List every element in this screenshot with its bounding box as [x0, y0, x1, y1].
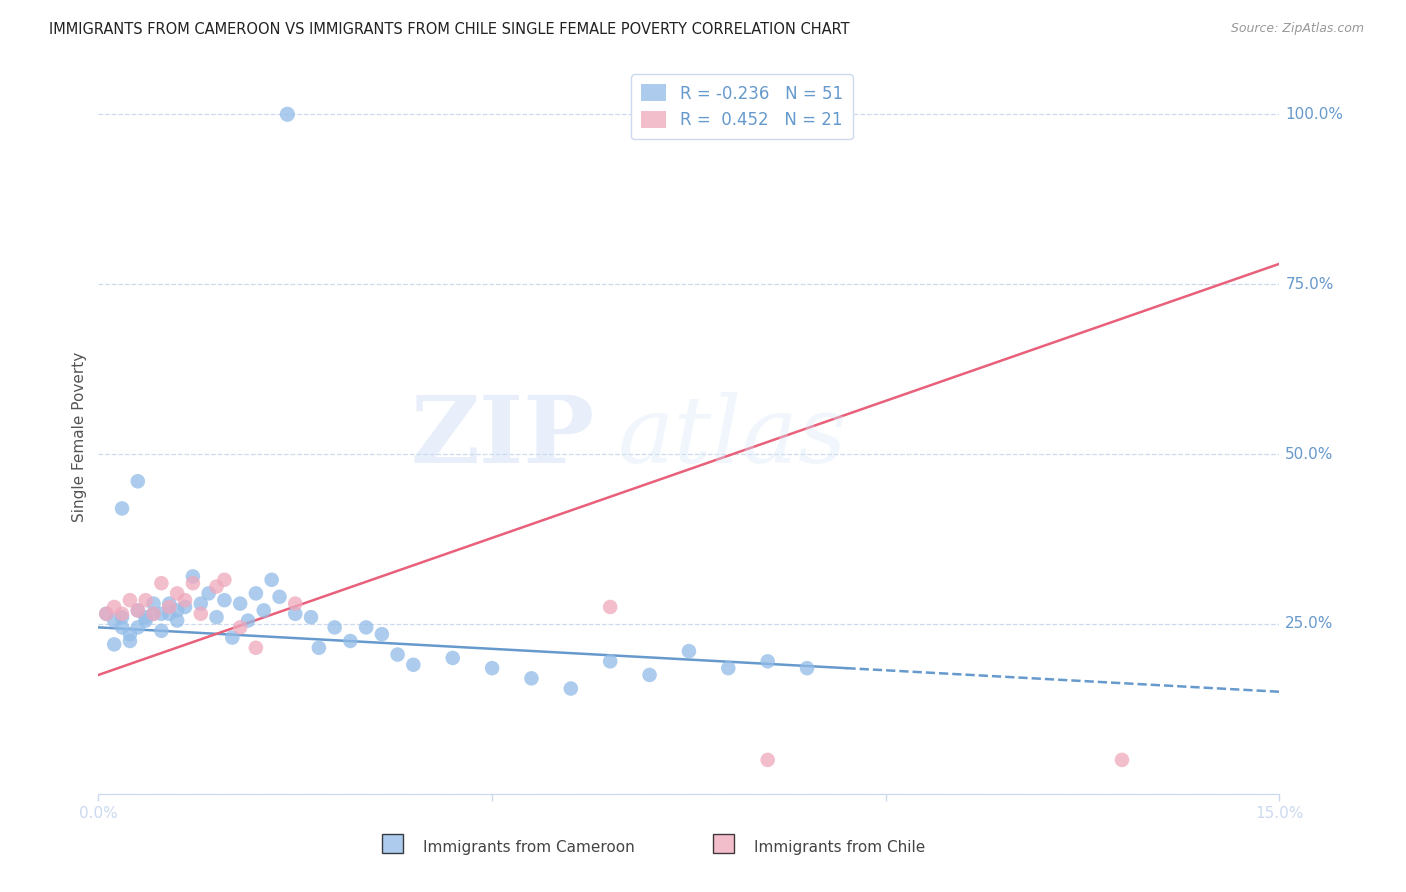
- Point: [276, 107, 298, 121]
- Point: [599, 654, 621, 668]
- Point: [135, 614, 157, 628]
- Point: [103, 637, 125, 651]
- Point: [111, 620, 134, 634]
- Point: [756, 753, 779, 767]
- Text: 75.0%: 75.0%: [1285, 277, 1334, 292]
- FancyBboxPatch shape: [382, 834, 404, 853]
- Point: [127, 620, 149, 634]
- Point: [142, 607, 165, 621]
- Point: [402, 657, 425, 672]
- Point: [269, 590, 291, 604]
- Point: [111, 607, 134, 621]
- Point: [253, 603, 276, 617]
- Point: [190, 597, 212, 611]
- Point: [678, 644, 700, 658]
- Point: [96, 607, 118, 621]
- Point: [236, 614, 259, 628]
- Point: [371, 627, 394, 641]
- Point: [214, 593, 236, 607]
- Point: [214, 573, 236, 587]
- Point: [205, 580, 228, 594]
- Point: [520, 671, 543, 685]
- Point: [717, 661, 740, 675]
- Point: [756, 654, 779, 668]
- Point: [387, 648, 409, 662]
- Point: [127, 603, 149, 617]
- Point: [205, 610, 228, 624]
- Point: [127, 603, 149, 617]
- Point: [166, 586, 188, 600]
- Point: [142, 607, 165, 621]
- Point: [702, 107, 724, 121]
- Point: [441, 651, 464, 665]
- Text: IMMIGRANTS FROM CAMEROON VS IMMIGRANTS FROM CHILE SINGLE FEMALE POVERTY CORRELAT: IMMIGRANTS FROM CAMEROON VS IMMIGRANTS F…: [49, 22, 849, 37]
- Y-axis label: Single Female Poverty: Single Female Poverty: [72, 352, 87, 522]
- Text: Source: ZipAtlas.com: Source: ZipAtlas.com: [1230, 22, 1364, 36]
- Point: [197, 586, 219, 600]
- Point: [245, 640, 267, 655]
- Point: [245, 586, 267, 600]
- Point: [142, 597, 165, 611]
- Point: [260, 573, 283, 587]
- Point: [354, 620, 377, 634]
- Point: [103, 599, 125, 614]
- Point: [638, 668, 661, 682]
- Text: Immigrants from Chile: Immigrants from Chile: [754, 840, 925, 855]
- Point: [1111, 753, 1133, 767]
- Point: [599, 599, 621, 614]
- Point: [229, 620, 252, 634]
- Point: [284, 607, 307, 621]
- Point: [150, 576, 173, 591]
- Point: [481, 661, 503, 675]
- FancyBboxPatch shape: [713, 834, 734, 853]
- Point: [181, 569, 204, 583]
- Point: [229, 597, 252, 611]
- Point: [118, 634, 141, 648]
- Point: [174, 593, 197, 607]
- Point: [118, 627, 141, 641]
- Text: atlas: atlas: [619, 392, 848, 482]
- Text: 50.0%: 50.0%: [1285, 447, 1334, 461]
- Point: [181, 576, 204, 591]
- Point: [135, 610, 157, 624]
- Point: [111, 501, 134, 516]
- Point: [796, 661, 818, 675]
- Point: [174, 599, 197, 614]
- Text: 25.0%: 25.0%: [1285, 616, 1334, 632]
- Point: [103, 614, 125, 628]
- Point: [284, 597, 307, 611]
- Legend: R = -0.236   N = 51, R =  0.452   N = 21: R = -0.236 N = 51, R = 0.452 N = 21: [631, 74, 853, 139]
- Point: [299, 610, 322, 624]
- Point: [339, 634, 361, 648]
- Point: [135, 593, 157, 607]
- Point: [560, 681, 582, 696]
- Point: [166, 603, 188, 617]
- Point: [127, 475, 149, 489]
- Point: [157, 599, 180, 614]
- Point: [96, 607, 118, 621]
- Point: [118, 593, 141, 607]
- Point: [157, 607, 180, 621]
- Point: [323, 620, 346, 634]
- Point: [111, 610, 134, 624]
- Point: [150, 607, 173, 621]
- Point: [190, 607, 212, 621]
- Point: [157, 597, 180, 611]
- Point: [150, 624, 173, 638]
- Point: [308, 640, 330, 655]
- Text: ZIP: ZIP: [411, 392, 595, 482]
- Text: 100.0%: 100.0%: [1285, 107, 1343, 122]
- Point: [166, 614, 188, 628]
- Text: Immigrants from Cameroon: Immigrants from Cameroon: [423, 840, 636, 855]
- Point: [221, 631, 243, 645]
